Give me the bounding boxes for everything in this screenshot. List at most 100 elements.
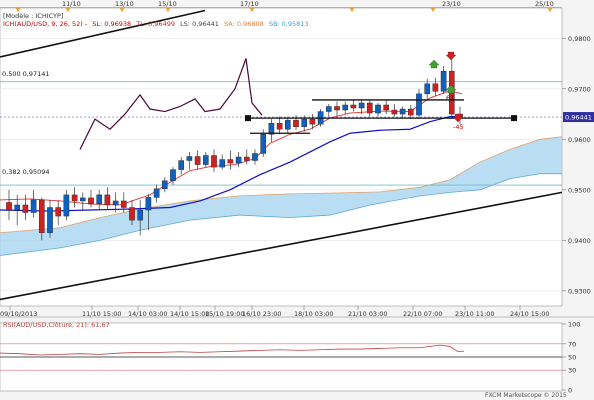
candle-body[interactable] [88, 197, 94, 205]
candle-body[interactable] [350, 104, 357, 109]
x-tick-label: 18/10 03:00 [294, 310, 334, 318]
event-markers [15, 8, 553, 12]
candle-body[interactable] [145, 197, 152, 211]
candle-body[interactable] [334, 106, 340, 111]
rsi-tick-label: 50 [568, 354, 576, 362]
candle-body[interactable] [55, 207, 61, 217]
candle-body[interactable] [71, 194, 78, 202]
candle-body[interactable] [129, 207, 135, 221]
candle-body[interactable] [235, 156, 242, 164]
candle-body[interactable] [301, 118, 308, 127]
candle-body[interactable] [358, 102, 365, 109]
event-marker [65, 8, 71, 12]
legend-sl: SL: 0,96938 [92, 20, 131, 28]
candle-body[interactable] [14, 204, 21, 211]
top-date-label: 11/10 [62, 0, 81, 8]
candle-body[interactable] [243, 156, 250, 161]
legend-sa: SA: 0,96808 [224, 20, 264, 28]
event-marker [349, 8, 355, 12]
candle-body[interactable] [219, 159, 226, 168]
top-date-label: 13/10 [115, 0, 134, 8]
fibonacci-levels [0, 81, 562, 186]
x-tick-label: 11/10 15:00 [82, 310, 122, 318]
candle-body[interactable] [375, 104, 381, 114]
candle-body[interactable] [79, 197, 86, 202]
candle-body[interactable] [202, 155, 209, 165]
event-marker [119, 8, 125, 12]
x-tick-label: 09/10/2013 [0, 310, 37, 318]
event-marker [547, 8, 553, 12]
legend-sb: SB: 0,95813 [269, 20, 309, 28]
candle-body[interactable] [211, 155, 217, 168]
candle-body[interactable] [186, 156, 193, 161]
x-tick-label: 22/10 07:00 [403, 310, 443, 318]
candle-body[interactable] [112, 200, 119, 206]
current-price-label: 0,96441 [565, 114, 592, 122]
candle-body[interactable] [260, 134, 267, 154]
candle-body[interactable] [6, 202, 12, 211]
candle-body[interactable] [252, 153, 258, 161]
candle-body[interactable] [416, 93, 422, 116]
candle-body[interactable] [432, 83, 439, 92]
badge-minus-45: -45 [453, 123, 464, 131]
y-tick-label: 0,9600 [568, 136, 591, 144]
x-tick-label: 14/10 15:00 [170, 310, 210, 318]
candle-body[interactable] [424, 83, 431, 95]
senkou-span-b [0, 173, 562, 256]
candle-body[interactable] [161, 180, 168, 190]
y-tick-label: 0,9700 [568, 85, 591, 93]
candle-body[interactable] [342, 104, 349, 111]
candle-body[interactable] [383, 104, 390, 111]
kijun-sen [0, 115, 462, 212]
time-axis: 09/10/2013 11/10 15:00 14/10 03:00 14/10 15… [0, 306, 550, 318]
legend-tl: TL: 0,96499 [135, 20, 175, 28]
candle-body[interactable] [47, 207, 53, 233]
senkou-span-a [0, 136, 563, 234]
candle-body[interactable] [22, 204, 29, 213]
line-handle[interactable] [245, 115, 251, 122]
badge-67: 67 [446, 94, 454, 102]
candle-body[interactable] [276, 122, 283, 130]
candle-body[interactable] [153, 188, 160, 198]
fibo-500-label: 0,500 0,97141 [2, 70, 50, 78]
main-plot-area [0, 7, 563, 307]
candle-body[interactable] [326, 106, 332, 112]
candle-body[interactable] [399, 108, 406, 115]
event-marker [15, 8, 21, 12]
candle-body[interactable] [194, 156, 201, 165]
candle-body[interactable] [170, 169, 176, 181]
buy-arrow-icon [445, 84, 457, 94]
top-date-label: 17/10 [240, 0, 259, 8]
y-tick-label: 0,9300 [568, 287, 591, 295]
trendlines [0, 9, 563, 301]
candle-body[interactable] [293, 119, 299, 127]
y-tick-label: 0,9400 [568, 237, 591, 245]
candle-body[interactable] [367, 102, 373, 114]
rsi-tick-label: 30 [568, 367, 576, 375]
candle-body[interactable] [104, 194, 111, 206]
candle-body[interactable] [120, 200, 127, 208]
resistance-trendline [0, 9, 206, 58]
legend-ich: ICH(AUD/USD, 9, 26, 52) - [3, 20, 88, 28]
drawn-objects[interactable] [245, 51, 517, 134]
support-trendline [0, 191, 563, 301]
candle-body[interactable] [408, 108, 414, 116]
x-tick-label: 21/10 03:00 [348, 310, 388, 318]
candle-body[interactable] [391, 109, 398, 115]
candle-body[interactable] [440, 70, 447, 92]
footer-credit: FXCM Marketscope © 2015 [485, 392, 567, 399]
candle-body[interactable] [309, 118, 316, 125]
candle-body[interactable] [285, 119, 291, 130]
candle-body[interactable] [39, 199, 45, 233]
candle-body[interactable] [268, 122, 275, 135]
candle-body[interactable] [30, 199, 37, 213]
candle-body[interactable] [178, 160, 185, 170]
candle-body[interactable] [63, 194, 70, 217]
candle-body[interactable] [227, 159, 234, 164]
candle-body[interactable] [137, 209, 144, 221]
event-marker [249, 8, 255, 12]
line-handle[interactable] [511, 115, 517, 122]
rsi-tick-label: 0 [568, 387, 572, 395]
candle-body[interactable] [96, 194, 102, 205]
